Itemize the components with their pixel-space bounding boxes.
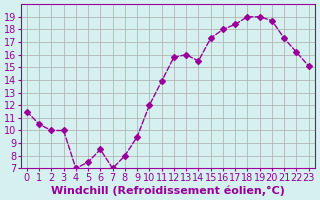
X-axis label: Windchill (Refroidissement éolien,°C): Windchill (Refroidissement éolien,°C) — [51, 185, 285, 196]
